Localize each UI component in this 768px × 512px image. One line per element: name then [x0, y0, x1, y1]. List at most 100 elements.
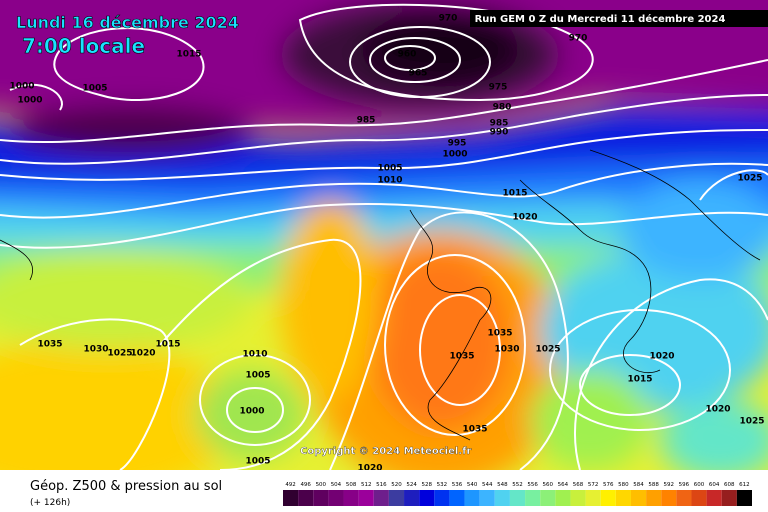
isobar-label: 1005 — [82, 84, 107, 94]
colorbar-cell — [570, 490, 586, 506]
isobar-label: 975 — [489, 83, 508, 93]
colorbar-cell — [676, 490, 692, 506]
colorbar-tick: 556 — [527, 482, 538, 488]
colorbar-tick: 492 — [285, 482, 296, 488]
colorbar-tick: 536 — [452, 482, 463, 488]
colorbar-tick: 504 — [331, 482, 342, 488]
colorbar-cell — [419, 490, 435, 506]
colorbar-cell — [479, 490, 495, 506]
isobar-label: 1015 — [155, 340, 180, 350]
colorbar-tick: 500 — [316, 482, 327, 488]
colorbar-tick: 604 — [709, 482, 720, 488]
isobar-label: 1035 — [37, 340, 62, 350]
isobar-label: 1000 — [442, 150, 467, 160]
colorbar-tick: 520 — [391, 482, 402, 488]
colorbar-cell — [283, 490, 299, 506]
isobar-label: 1035 — [462, 425, 487, 435]
colorbar-cell — [600, 490, 616, 506]
isobar-label: 980 — [493, 103, 512, 113]
colorbar-tick: 512 — [361, 482, 372, 488]
isobar-label: 1020 — [130, 349, 155, 359]
isobar-label: 985 — [357, 116, 376, 126]
isobar-label: 1005 — [245, 457, 270, 467]
isobar-label: 1015 — [627, 375, 652, 385]
colorbar-tick: 508 — [346, 482, 357, 488]
run-info: Run GEM 0 Z du Mercredi 11 décembre 2024 — [475, 13, 726, 25]
colorbar-tick: 548 — [497, 482, 508, 488]
colorbar-cell — [661, 490, 677, 506]
isobar-label: 1025 — [535, 345, 560, 355]
colorbar-tick: 572 — [588, 482, 599, 488]
colorbar-tick: 528 — [421, 482, 432, 488]
coastlines — [0, 149, 761, 441]
isobar-label: 985 — [490, 119, 509, 129]
isobar-label: 1015 — [176, 50, 201, 60]
colorbar-cell — [388, 490, 405, 506]
colorbar: 492 496 500 504 508 512 516 520 524 528 532 536 540 5… — [283, 482, 752, 506]
local-time: 7:00 locale — [22, 34, 145, 58]
isobar-label: 990 — [490, 128, 509, 138]
colorbar-cell — [540, 490, 556, 506]
isobar-label: 1035 — [449, 352, 474, 362]
isobar-label: 1020 — [512, 213, 537, 223]
colorbar-tick: 600 — [694, 482, 705, 488]
isobar-label: 1015 — [502, 189, 527, 199]
isobar-label: 1005 — [377, 164, 402, 174]
isobar-label: 1000 — [9, 82, 34, 92]
colorbar-tick: 584 — [633, 482, 644, 488]
colorbar-cell — [525, 490, 541, 506]
colorbar-tick: 608 — [724, 482, 735, 488]
colorbar-cell — [343, 490, 359, 506]
colorbar-tick: 540 — [467, 482, 478, 488]
colorbar-cell — [615, 490, 631, 506]
isobar-label: 1010 — [242, 350, 267, 360]
colorbar-tick: 524 — [406, 482, 417, 488]
colorbar-tick: 544 — [482, 482, 493, 488]
isobar-label: 965 — [409, 69, 428, 79]
run-box — [470, 10, 768, 27]
colorbar-cell — [404, 490, 420, 506]
isobar-label: 1035 — [487, 329, 512, 339]
colorbar-cell — [328, 490, 344, 506]
copyright: Copyright © 2024 Meteociel.fr — [300, 446, 471, 457]
colorbar-cell — [449, 490, 465, 506]
colorbar-tick: 532 — [437, 482, 448, 488]
colorbar-cell — [434, 490, 450, 506]
colorbar-cell — [585, 490, 601, 506]
colorbar-cell — [509, 490, 526, 506]
isobar-label: 970 — [569, 34, 588, 44]
colorbar-cell — [555, 490, 571, 506]
isobar-label: 1020 — [705, 405, 730, 415]
colorbar-cell — [373, 490, 389, 506]
isobar-label: 1000 — [239, 407, 264, 417]
isobar-label: 1030 — [83, 345, 108, 355]
map-field — [0, 0, 768, 470]
footer-title: Géop. Z500 & pression au sol — [30, 479, 222, 494]
colorbar-tick: 564 — [558, 482, 569, 488]
colorbar-tick: 612 — [739, 482, 750, 488]
isobars — [0, 3, 768, 470]
colorbar-tick: 592 — [664, 482, 675, 488]
colorbar-tick: 588 — [648, 482, 659, 488]
isobar-label: 1030 — [494, 345, 519, 355]
isobar-label: 960 — [398, 50, 417, 60]
isobar-label: 1025 — [739, 417, 764, 427]
isobar-label: 1000 — [17, 96, 42, 106]
isobar-label: 995 — [448, 139, 467, 149]
colorbar-cell — [706, 490, 722, 506]
colorbar-tick: 516 — [376, 482, 387, 488]
colorbar-cell — [736, 490, 752, 506]
footer-lead: (+ 126h) — [30, 498, 70, 508]
colorbar-cell — [630, 490, 647, 506]
colorbar-tick: 576 — [603, 482, 614, 488]
colorbar-tick: 496 — [300, 482, 311, 488]
colorbar-tick: 596 — [679, 482, 690, 488]
colorbar-cell — [358, 490, 374, 506]
colorbar-tick: 560 — [543, 482, 554, 488]
isobar-labels: 9709609659709759809859909859951000101510… — [9, 14, 764, 474]
date: Lundi 16 décembre 2024 — [16, 13, 239, 32]
colorbar-tick: 552 — [512, 482, 523, 488]
colorbar-cell — [464, 490, 480, 506]
colorbar-cell — [494, 490, 510, 506]
